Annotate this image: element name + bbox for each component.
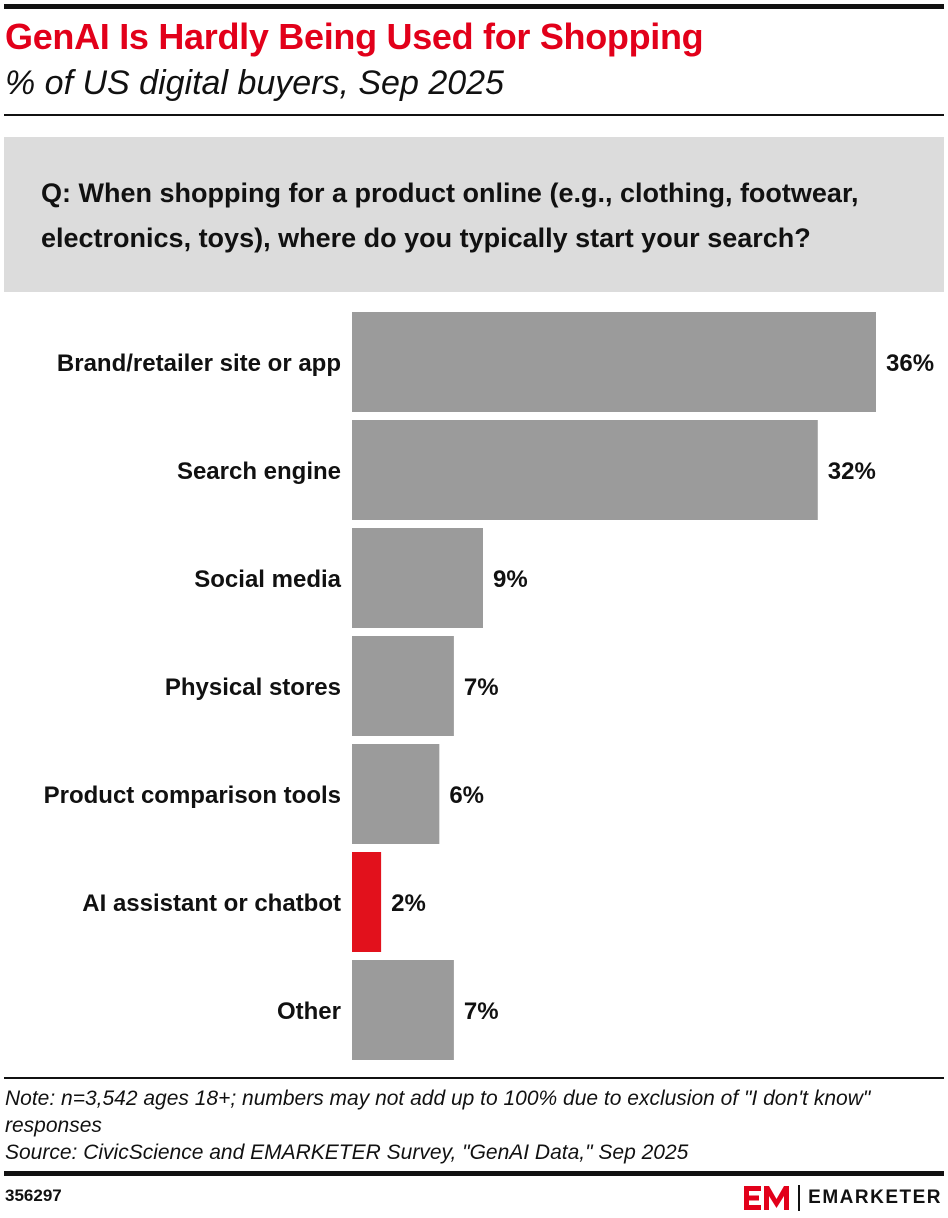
bar-1 — [352, 420, 818, 520]
question-panel: Q: When shopping for a product online (e… — [4, 137, 944, 292]
footer-bottom-rule — [4, 1171, 944, 1176]
value-label: 9% — [493, 566, 528, 593]
category-label: AI assistant or chatbot — [82, 890, 341, 917]
brand-name: EMARKETER — [808, 1187, 942, 1208]
category-label: Brand/retailer site or app — [57, 350, 341, 377]
title-divider — [4, 114, 944, 116]
bar-0 — [352, 312, 876, 412]
chart-id: 356297 — [5, 1186, 62, 1205]
survey-question: Q: When shopping for a product online (e… — [41, 178, 859, 253]
chart-title: GenAI Is Hardly Being Used for Shopping — [5, 16, 704, 57]
bar-6 — [352, 960, 454, 1060]
logo-divider — [798, 1185, 801, 1211]
category-label: Search engine — [177, 458, 341, 485]
category-label: Other — [277, 998, 341, 1025]
footnote: Note: n=3,542 ages 18+; numbers may not … — [5, 1087, 871, 1137]
category-label: Product comparison tools — [44, 782, 341, 809]
bar-2 — [352, 528, 483, 628]
value-label: 7% — [464, 998, 499, 1025]
category-label: Physical stores — [165, 674, 341, 701]
value-label: 7% — [464, 674, 499, 701]
value-label: 36% — [886, 350, 934, 377]
footer-top-rule — [4, 1077, 944, 1079]
chart-subtitle: % of US digital buyers, Sep 2025 — [5, 64, 504, 102]
source-line: Source: CivicScience and EMARKETER Surve… — [5, 1141, 689, 1164]
value-label: 2% — [391, 890, 426, 917]
value-label: 6% — [449, 782, 484, 809]
bar-5 — [352, 852, 382, 952]
bar-3 — [352, 636, 454, 736]
bar-4 — [352, 744, 440, 844]
top-rule — [4, 4, 944, 9]
category-label: Social media — [194, 566, 341, 593]
em-logo-icon — [744, 1186, 790, 1210]
value-label: 32% — [828, 458, 876, 485]
emarketer-logo: EMARKETER — [744, 1183, 942, 1213]
